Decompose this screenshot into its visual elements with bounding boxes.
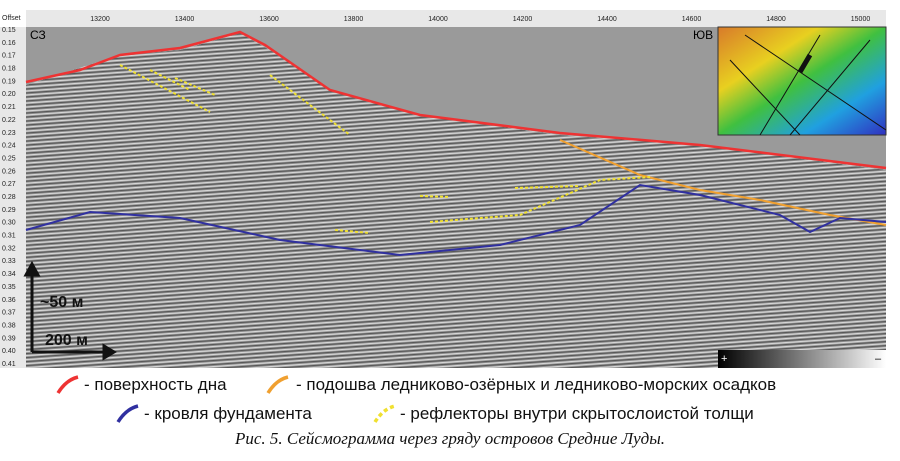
y-tick-label: 0.38: [2, 322, 16, 329]
basement-line: [25, 183, 887, 257]
x-tick-label: 14000: [428, 16, 448, 23]
y-tick-label: 0.29: [2, 207, 16, 214]
scale-label: ~50 м: [40, 294, 83, 311]
y-tick-label: 0.20: [2, 91, 16, 98]
y-tick-label: 0.18: [2, 66, 16, 73]
y-tick-label: 0.32: [2, 245, 16, 252]
y-tick-label: 0.22: [2, 117, 16, 124]
x-tick-label: 13200: [90, 16, 110, 23]
colorbar-plus: +: [721, 353, 727, 365]
scale-arrows: [23, 260, 117, 361]
x-tick-label: 13600: [259, 16, 279, 23]
x-tick-label: 14800: [766, 16, 786, 23]
y-tick-label: 0.34: [2, 271, 16, 278]
seabed-line: [25, 30, 887, 170]
legend-text: - подошва ледниково-озёрных и ледниково-…: [296, 375, 776, 394]
y-tick-label: 0.21: [2, 104, 16, 111]
water-column: [26, 27, 886, 170]
y-tick-label: 0.26: [2, 168, 16, 175]
time-axis: [0, 27, 26, 368]
legend-icon: [116, 404, 139, 423]
y-tick-label: 0.30: [2, 220, 16, 227]
legend-icon: [373, 404, 396, 423]
legend-icon: [266, 375, 289, 394]
y-tick-label: 0.37: [2, 310, 16, 317]
direction-label: СЗ: [30, 28, 46, 42]
y-tick-label: 0.27: [2, 181, 16, 188]
y-tick-label: 0.28: [2, 194, 16, 201]
scale-label: 200 м: [45, 332, 88, 349]
y-tick-label: 0.23: [2, 130, 16, 137]
colorbar-minus: –: [875, 353, 882, 365]
legend-text: - рефлекторы внутри скрытослоистой толщи: [400, 404, 754, 423]
y-tick-label: 0.33: [2, 258, 16, 265]
x-tick-label: 13400: [175, 16, 195, 23]
y-tick-label: 0.17: [2, 53, 16, 60]
legend-text: - кровля фундамента: [144, 404, 312, 423]
reflectors: [119, 64, 651, 234]
legend-text: - поверхность дна: [84, 375, 227, 394]
y-tick-label: 0.31: [2, 233, 16, 240]
y-tick-label: 0.19: [2, 78, 16, 85]
y-tick-label: 0.40: [2, 348, 16, 355]
offset-axis: [26, 10, 886, 27]
seismic-section: [26, 33, 886, 368]
x-tick-label: 13800: [344, 16, 364, 23]
y-tick-label: 0.25: [2, 155, 16, 162]
y-tick-label: 0.16: [2, 40, 16, 47]
y-tick-label: 0.36: [2, 297, 16, 304]
x-tick-label: 14600: [682, 16, 702, 23]
x-tick-label: 14200: [513, 16, 533, 23]
caption: Рис. 5. Сейсмограмма через гряду острово…: [234, 429, 665, 448]
sediment-base-line: [559, 139, 887, 226]
colorbar: [718, 350, 886, 368]
direction-label: ЮВ: [693, 28, 713, 42]
axis-title: Offset: [2, 15, 21, 22]
y-tick-label: 0.24: [2, 143, 16, 150]
inset-map: [717, 26, 887, 136]
y-tick-label: 0.39: [2, 335, 16, 342]
legend-icon: [56, 375, 79, 394]
x-tick-label: 15000: [851, 16, 871, 23]
y-tick-label: 0.41: [2, 361, 16, 368]
x-tick-label: 14400: [597, 16, 617, 23]
y-tick-label: 0.15: [2, 27, 16, 34]
y-tick-label: 0.35: [2, 284, 16, 291]
